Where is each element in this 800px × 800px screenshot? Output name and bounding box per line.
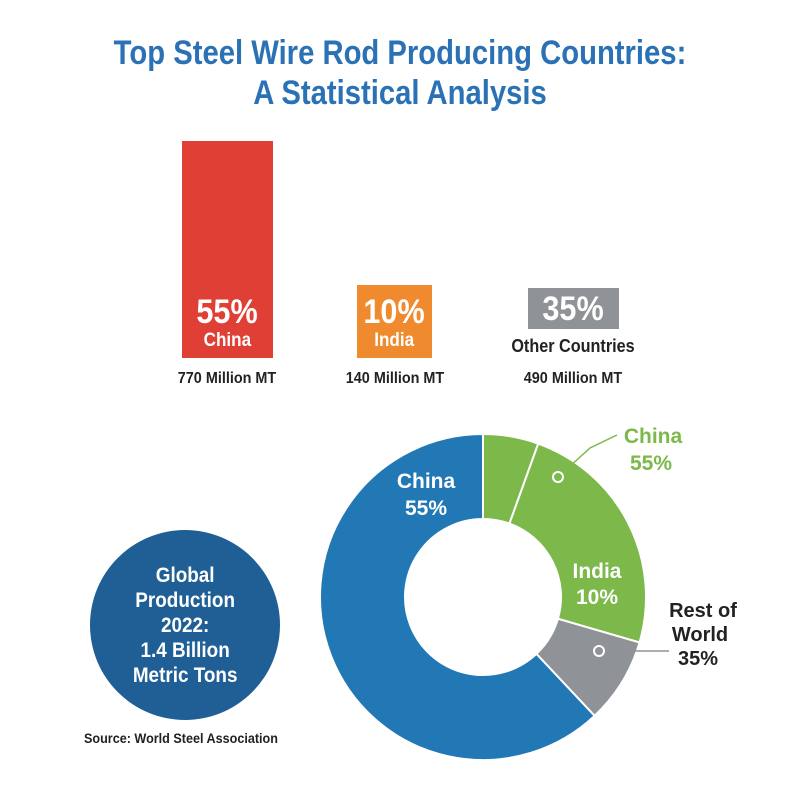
bar-value-label: 10% <box>363 293 426 331</box>
leader-dot-rest <box>593 645 605 657</box>
leader-dot-china <box>552 471 564 483</box>
bar-other: 35% <box>528 288 619 329</box>
donut-slice-green-1 <box>508 442 647 644</box>
donut-slice-blue-3 <box>319 432 596 761</box>
bar-value-label: 55% <box>196 293 259 331</box>
amount-china: 770 Million MT <box>177 370 277 387</box>
amount-other: 490 Million MT <box>523 370 623 387</box>
donut-callout-china-name: China <box>624 425 683 448</box>
source-note: Source: World Steel Association <box>84 730 278 746</box>
donut-callout-rest-line1: Rest of <box>669 600 737 622</box>
donut-label-india-name: India <box>572 560 621 583</box>
global-line2: Production <box>135 588 235 612</box>
donut-label-china-value: 55% <box>405 497 447 520</box>
bar-india: 10% India <box>357 285 432 358</box>
donut-callout-rest-line2: World <box>672 624 728 646</box>
chart-title-line2: A Statistical Analysis <box>253 74 547 112</box>
bar-category-label: China <box>203 330 252 351</box>
chart-title-line1: Top Steel Wire Rod Producing Countries: <box>113 34 687 72</box>
global-line4: 1.4 Billion <box>140 638 230 662</box>
global-line5: Metric Tons <box>132 663 238 687</box>
bar-category-label: India <box>374 330 415 351</box>
donut-label-india-value: 10% <box>576 586 618 609</box>
bar-category-label-other: Other Countries <box>511 336 635 356</box>
bar-value-label: 35% <box>542 290 605 328</box>
donut-callout-china-value: 55% <box>630 452 672 475</box>
bar-china: 55% China <box>182 141 273 358</box>
amount-india: 140 Million MT <box>345 370 445 387</box>
leader-line-china <box>557 434 618 478</box>
global-line3: 2022: <box>160 613 210 637</box>
global-production-badge: Global Production 2022: 1.4 Billion Metr… <box>90 530 280 720</box>
global-line1: Global <box>155 563 215 587</box>
donut-callout-rest-value: 35% <box>678 648 718 670</box>
donut-label-china-name: China <box>397 470 456 493</box>
